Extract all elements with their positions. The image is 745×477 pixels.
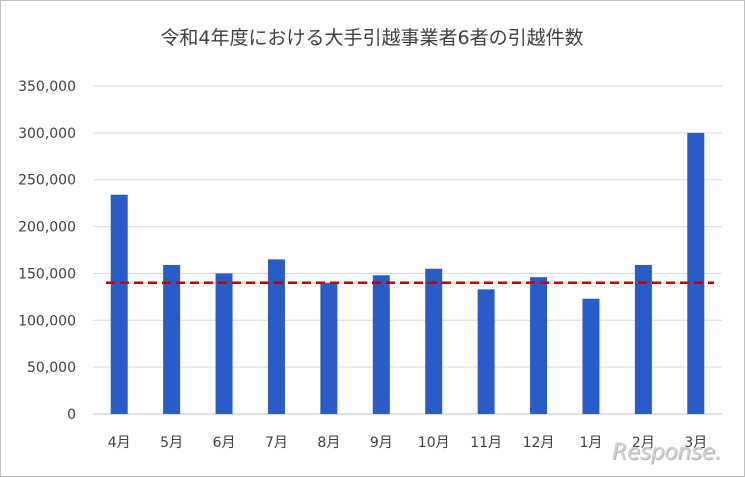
x-tick-label: 1月 [579,435,602,451]
bar [267,259,285,414]
response-watermark: Response. [612,440,722,465]
x-tick-label: 11月 [470,435,502,451]
bar [163,264,181,414]
x-tick-label: 12月 [523,435,555,451]
bar [320,282,338,414]
x-axis-ticks: 4月 5月 6月 7月 8月 9月 10月 11月 12月 1月 2月 3月 [108,435,708,451]
y-tick-label: 0 [67,407,76,423]
x-tick-label: 3月 [684,435,707,451]
x-tick-label: 4月 [108,435,131,451]
bar [477,289,495,414]
y-tick-label: 50,000 [27,360,76,376]
x-tick-label: 7月 [265,435,288,451]
x-tick-label: 10月 [418,435,450,451]
y-tick-label: 150,000 [18,266,76,282]
bar [582,298,600,414]
bars [110,132,705,414]
x-tick-label: 2月 [632,435,655,451]
y-tick-label: 100,000 [18,313,76,329]
bar [530,277,548,414]
bar [372,275,390,414]
x-tick-label: 8月 [317,435,340,451]
y-tick-label: 300,000 [18,126,76,142]
chart-title: 令和4年度における大手引越事業者6者の引越件数 [160,27,583,49]
bar [215,273,233,414]
y-tick-label: 350,000 [18,79,76,95]
x-tick-label: 6月 [213,435,236,451]
y-tick-label: 200,000 [18,220,76,236]
bar [425,268,443,414]
bar [687,132,705,414]
x-tick-label: 5月 [160,435,183,451]
gridlines [93,85,722,415]
bar [634,264,652,414]
y-tick-label: 250,000 [18,173,76,189]
x-tick-label: 9月 [370,435,393,451]
bar [110,194,128,414]
y-axis-ticks: 0 50,000 100,000 150,000 200,000 250,000 300,0… [18,79,76,423]
